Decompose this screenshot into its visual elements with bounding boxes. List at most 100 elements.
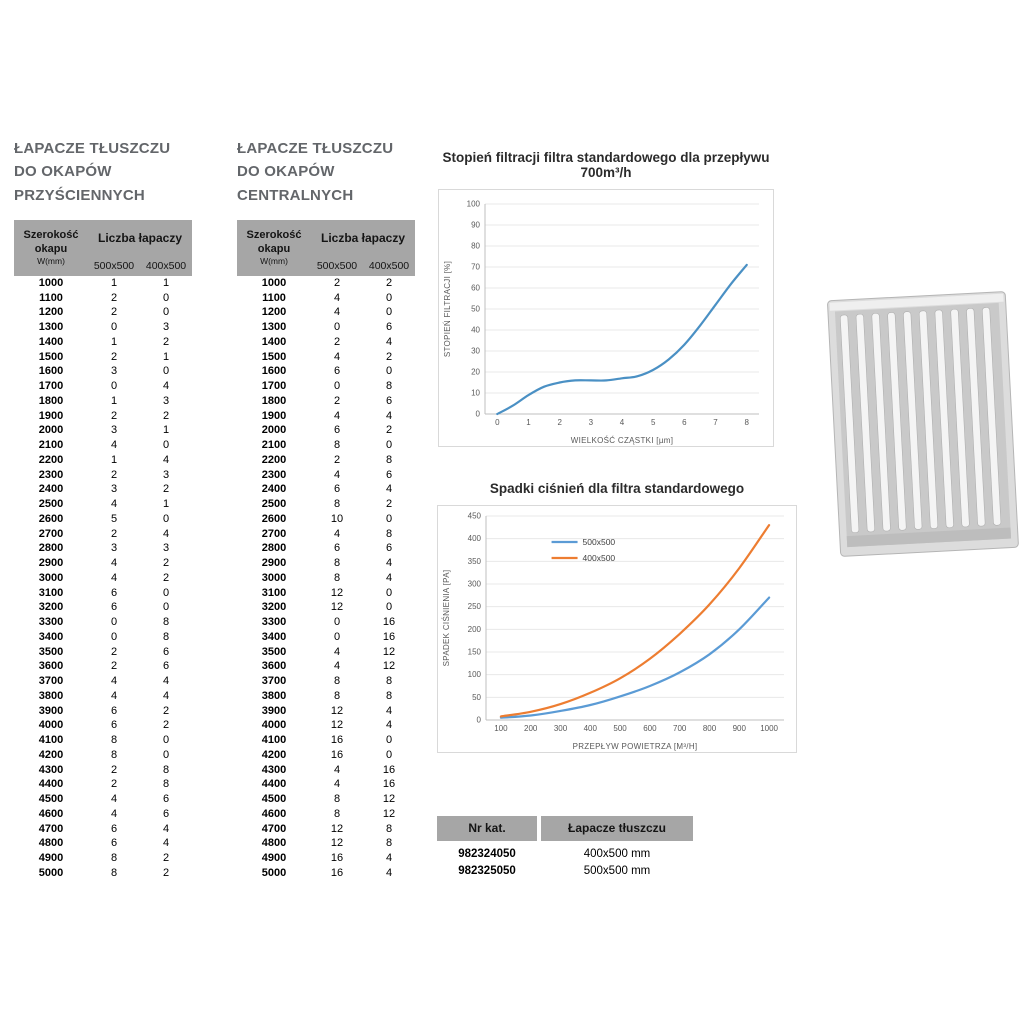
trap-count-cell: 6	[333, 365, 341, 378]
trap-count-cell: 2	[385, 350, 393, 363]
svg-text:7: 7	[713, 418, 718, 427]
hood-width-cell: 4300	[261, 763, 287, 776]
catalog-number: 982325050	[458, 865, 516, 877]
trap-count-cell: 6	[333, 424, 341, 437]
hood-width-cell: 1300	[38, 321, 64, 333]
hood-width-cell: 4200	[261, 748, 287, 761]
trap-count-cell: 8	[110, 734, 118, 746]
pressure-drop-chart: 0 50 100 150 200 250 300 350 400 450 100 200 300 400 5…	[437, 505, 797, 753]
trap-count-cell: 6	[333, 483, 341, 496]
trap-count-cell: 2	[162, 557, 170, 569]
svg-text:STOPIEŃ FILTRACJI [%]: STOPIEŃ FILTRACJI [%]	[443, 261, 452, 357]
table-row: 1200 4 0	[237, 305, 415, 320]
hood-width-cell: 2500	[38, 498, 64, 510]
trap-count-cell: 2	[333, 453, 341, 466]
hood-width-cell: 3400	[38, 630, 64, 643]
svg-text:0: 0	[476, 410, 481, 419]
hood-width-cell: 2000	[261, 424, 287, 437]
svg-text:10: 10	[471, 389, 480, 398]
hood-width-cell: 1700	[261, 380, 287, 392]
table-row: 1700 0 4	[14, 379, 192, 394]
trap-count-cell: 4	[385, 409, 393, 422]
table-row: 3000 4 2	[14, 571, 192, 586]
trap-count-cell: 8	[333, 793, 341, 805]
svg-text:800: 800	[703, 724, 717, 733]
hood-width-cell: 2200	[38, 453, 64, 466]
trap-count-cell: 2	[385, 276, 393, 289]
hood-width-cell: 4800	[38, 837, 64, 850]
svg-text:300: 300	[468, 580, 482, 589]
trap-count-cell: 2	[162, 719, 170, 732]
table-row: 1400 1 2	[14, 335, 192, 350]
trap-count-cell: 6	[162, 660, 170, 673]
trap-count-cell: 8	[333, 439, 341, 451]
table-row: 4900 16 4	[237, 851, 415, 866]
hood-width-cell: 1000	[261, 276, 287, 289]
table-row: 3400 0 8	[14, 630, 192, 645]
trap-count-cell: 0	[385, 512, 393, 525]
trap-count-cell: 3	[162, 321, 170, 333]
trap-count-cell: 0	[162, 291, 170, 304]
table-row: 2800 3 3	[14, 541, 192, 556]
header-text: W(mm)	[37, 255, 65, 266]
trap-count-cell: 4	[110, 571, 118, 584]
table-row: 1300 0 3	[14, 320, 192, 335]
trap-count-cell: 4	[333, 291, 341, 304]
svg-text:90: 90	[471, 221, 480, 230]
table-row: 3100 12 0	[237, 586, 415, 601]
trap-count-cell: 2	[110, 645, 118, 658]
trap-count-cell: 4	[110, 498, 118, 510]
trap-count-cell: 8	[385, 453, 393, 466]
trap-count-cell: 3	[162, 394, 170, 407]
trap-count-cell: 4	[333, 468, 341, 481]
header-text: okapu	[257, 242, 291, 255]
filtration-chart-block: Stopień filtracji filtra standardowego d…	[438, 150, 774, 447]
table-row: 4600 8 12	[237, 807, 415, 822]
table-row: 5000 8 2	[14, 866, 192, 881]
svg-text:PRZEPŁYW POWIETRZA [M³/H]: PRZEPŁYW POWIETRZA [M³/H]	[573, 742, 698, 751]
table-row: 2600 5 0	[14, 512, 192, 527]
table-row: 2400 3 2	[14, 482, 192, 497]
svg-text:20: 20	[471, 368, 480, 377]
table-row: 2700 2 4	[14, 527, 192, 542]
hood-width-cell: 3900	[261, 704, 287, 717]
trap-count-cell: 8	[110, 748, 118, 761]
trap-count-cell: 0	[162, 306, 170, 319]
trap-count-cell: 0	[162, 734, 170, 746]
table-row: 4400 4 16	[237, 777, 415, 792]
table-row: 1900 4 4	[237, 409, 415, 424]
hood-width-cell: 3800	[38, 689, 64, 702]
trap-count-cell: 6	[110, 719, 118, 732]
catalog-body: 982324050 400x500 mm 982325050 500x500 mm	[437, 846, 693, 880]
hood-width-cell: 1200	[261, 306, 287, 319]
hood-width-cell: 4200	[38, 748, 64, 761]
trap-count-cell: 12	[330, 837, 344, 850]
title-line: ŁAPACZE TŁUSZCZU	[14, 140, 171, 157]
svg-text:100: 100	[494, 724, 508, 733]
table-row: 2000 6 2	[237, 423, 415, 438]
svg-text:SPADEK CIŚNIENIA [PA]: SPADEK CIŚNIENIA [PA]	[442, 570, 451, 667]
table-row: 1200 2 0	[14, 305, 192, 320]
table-row: 2500 8 2	[237, 497, 415, 512]
trap-count-cell: 4	[385, 557, 393, 569]
table-row: 3400 0 16	[237, 630, 415, 645]
trap-count-cell: 0	[385, 586, 393, 599]
trap-count-cell: 2	[110, 778, 118, 791]
hood-width-cell: 4400	[38, 778, 64, 791]
table-row: 2800 6 6	[237, 541, 415, 556]
trap-count-cell: 0	[385, 601, 393, 614]
hood-width-cell: 4300	[38, 763, 64, 776]
trap-count-cell: 2	[333, 394, 341, 407]
svg-text:80: 80	[471, 242, 480, 251]
table-row: 3600 2 6	[14, 659, 192, 674]
trap-count-cell: 4	[385, 335, 393, 348]
section-title: ŁAPACZE TŁUSZCZU DO OKAPÓW CENTRALNYCH	[237, 137, 417, 207]
table-row: 4700 6 4	[14, 822, 192, 837]
trap-count-cell: 6	[385, 394, 393, 407]
col-header-width: Szerokość okapu W(mm)	[237, 219, 311, 276]
trap-count-cell: 2	[162, 866, 170, 879]
trap-count-cell: 0	[162, 439, 170, 451]
svg-text:0: 0	[495, 418, 500, 427]
table-row: 2000 3 1	[14, 423, 192, 438]
trap-count-cell: 3	[162, 468, 170, 481]
